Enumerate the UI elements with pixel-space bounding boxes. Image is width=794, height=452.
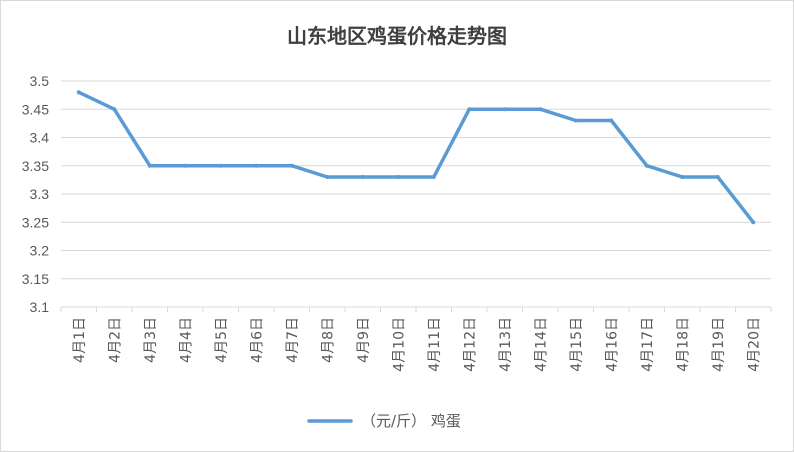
data-point — [573, 118, 578, 123]
x-tick-label: 4月3日 — [143, 317, 159, 363]
legend[interactable]: （元/斤） 鸡蛋 — [307, 412, 461, 430]
y-tick-label: 3.35 — [22, 158, 49, 174]
y-tick-label: 3.45 — [22, 101, 49, 117]
x-tick-label: 4月7日 — [285, 317, 301, 363]
data-point — [680, 175, 685, 180]
data-point — [715, 175, 720, 180]
x-tick-label: 4月14日 — [533, 317, 549, 372]
x-tick-label: 4月16日 — [604, 317, 620, 372]
data-point — [751, 220, 756, 225]
x-tick-label: 4月20日 — [746, 317, 762, 372]
x-tick-label: 4月6日 — [249, 317, 265, 363]
data-point — [76, 90, 81, 95]
y-tick-label: 3.4 — [30, 130, 50, 146]
x-tick-label: 4月2日 — [107, 317, 123, 363]
series-lines — [76, 90, 756, 225]
x-tick-label: 4月17日 — [640, 317, 656, 372]
y-axis-ticks: 3.1 3.15 3.2 3.25 3.3 3.35 3.4 3.45 3.5 — [22, 73, 49, 315]
x-tick-label: 4月10日 — [391, 317, 407, 372]
x-tick-label: 4月4日 — [178, 317, 194, 363]
data-point — [254, 163, 259, 168]
data-point — [325, 175, 330, 180]
series-line — [77, 90, 756, 225]
data-point — [360, 175, 365, 180]
y-tick-label: 3.1 — [30, 299, 50, 315]
data-point — [396, 175, 401, 180]
legend-label: （元/斤） 鸡蛋 — [361, 412, 461, 430]
x-tick-label: 4月8日 — [320, 317, 336, 363]
y-tick-label: 3.5 — [30, 73, 50, 89]
x-tick-label: 4月13日 — [498, 317, 514, 372]
y-tick-label: 3.15 — [22, 271, 49, 287]
y-tick-label: 3.2 — [30, 243, 50, 259]
data-point — [289, 163, 294, 168]
gridlines — [60, 80, 772, 312]
x-tick-label: 4月1日 — [72, 317, 88, 363]
x-tick-label: 4月18日 — [675, 317, 691, 372]
data-point — [467, 107, 472, 112]
x-tick-label: 4月19日 — [711, 317, 727, 372]
data-point — [112, 107, 117, 112]
x-tick-label: 4月12日 — [462, 317, 478, 372]
x-tick-label: 4月15日 — [569, 317, 585, 372]
data-point — [183, 163, 188, 168]
data-point — [431, 175, 436, 180]
data-point — [538, 107, 543, 112]
x-tick-label: 4月11日 — [427, 317, 443, 372]
data-point — [218, 163, 223, 168]
y-tick-label: 3.3 — [30, 186, 50, 202]
chart-title: 山东地区鸡蛋价格走势图 — [287, 24, 507, 48]
data-point — [502, 107, 507, 112]
x-tick-label: 4月5日 — [214, 317, 230, 363]
data-point — [644, 163, 649, 168]
y-tick-label: 3.25 — [22, 214, 49, 230]
data-point — [147, 163, 152, 168]
data-point — [609, 118, 614, 123]
x-tick-label: 4月9日 — [356, 317, 372, 363]
x-axis-ticks: 4月1日 4月2日 4月3日 4月4日 4月5日 4月6日 4月7日 4月8日 4月9日 4月10… — [72, 317, 763, 372]
